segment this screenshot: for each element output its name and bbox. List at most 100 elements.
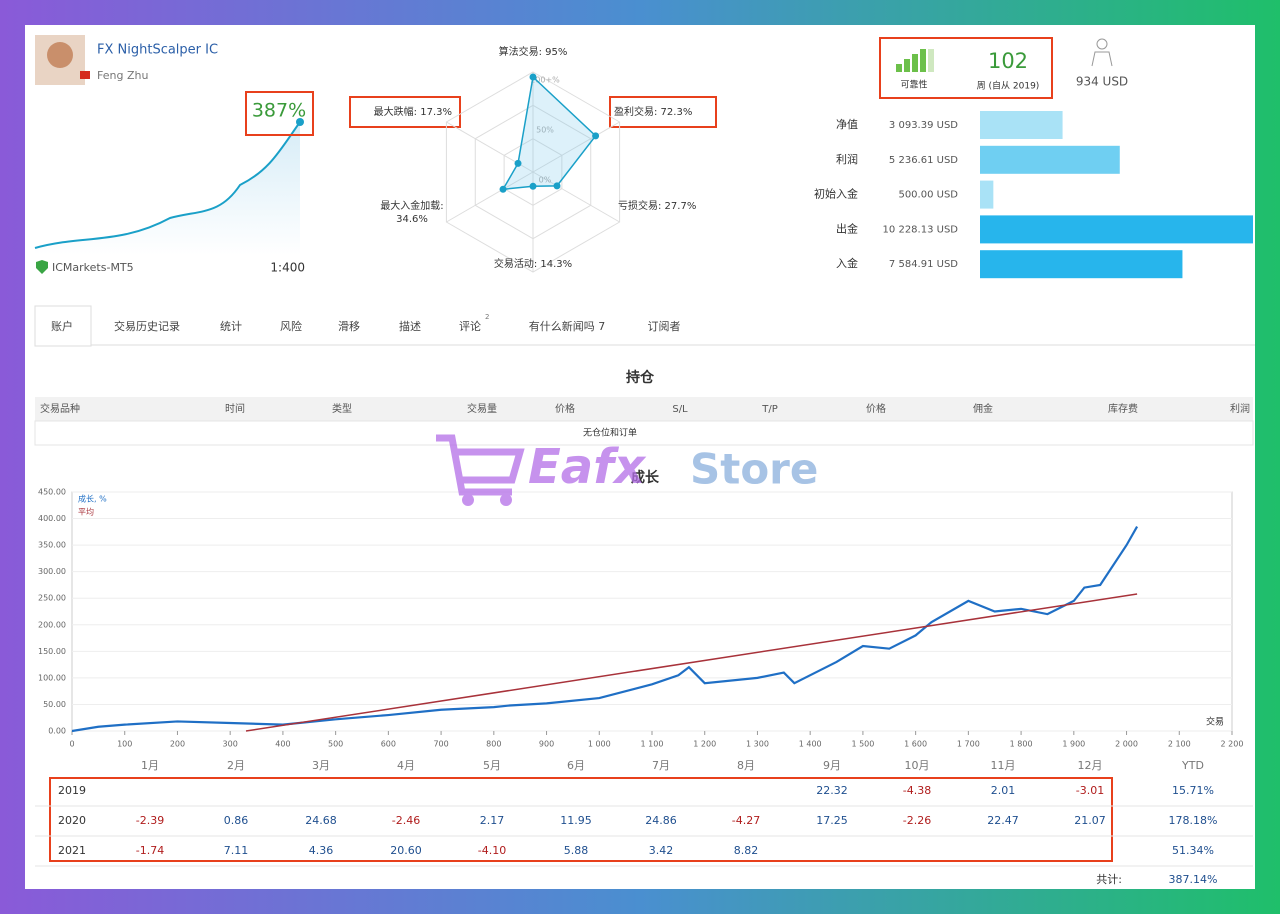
- table-header: 库存费: [1108, 402, 1138, 415]
- x-tick-label: 1 500: [851, 740, 874, 749]
- x-tick-label: 1 000: [588, 740, 611, 749]
- tab[interactable]: 订阅者: [648, 320, 681, 333]
- table-header: 佣金: [973, 402, 993, 415]
- ytd: 51.34%: [1172, 844, 1214, 857]
- table-header: 交易量: [467, 402, 497, 415]
- y-tick-label: 350.00: [38, 541, 66, 550]
- shield-icon: [36, 260, 48, 274]
- tab[interactable]: 统计: [220, 320, 242, 333]
- monthly-value: 17.25: [816, 814, 848, 827]
- highlight-box: [349, 96, 461, 128]
- flag: [80, 71, 90, 79]
- monthly-value: 3.42: [649, 844, 674, 857]
- table-header: 类型: [332, 402, 352, 415]
- radar-spoke: [532, 121, 620, 173]
- radar-label: 盈利交易: 72.3%: [614, 105, 692, 118]
- x-tick-label: 200: [170, 740, 185, 749]
- highlight-box: [609, 96, 717, 128]
- balance-bar: [980, 111, 1063, 139]
- balance-name: 出金: [836, 221, 858, 235]
- tab[interactable]: 有什么新闻吗 7: [529, 319, 606, 333]
- radar-tick-label: 100+%: [530, 76, 560, 85]
- monthly-value: 20.60: [390, 844, 422, 857]
- tab[interactable]: 风险: [280, 319, 302, 333]
- signal-bar-icon: [896, 64, 902, 72]
- x-tick-label: 1 600: [904, 740, 927, 749]
- monthly-value: -3.01: [1076, 784, 1104, 797]
- balance-bar: [980, 145, 1120, 174]
- broker[interactable]: ICMarkets-MT5: [52, 261, 134, 274]
- radar-point: [529, 73, 537, 81]
- tab[interactable]: 交易历史记录: [114, 319, 180, 333]
- balance-value: 7 584.91 USD: [889, 259, 958, 270]
- monthly-value: 22.32: [816, 784, 848, 797]
- monthly-value: 21.07: [1074, 814, 1106, 827]
- month-header: 9月: [823, 759, 841, 772]
- monthly-value: 7.11: [224, 844, 249, 857]
- author[interactable]: Feng Zhu: [97, 69, 148, 82]
- x-tick-label: 0: [69, 740, 74, 749]
- year: 2021: [58, 844, 86, 857]
- monthly-value: 11.95: [560, 814, 592, 827]
- y-tick-label: 300.00: [38, 567, 66, 576]
- signal-bar-icon: [904, 59, 910, 72]
- signal-name[interactable]: FX NightScalper IC: [97, 43, 218, 58]
- x-tick-label: 300: [223, 740, 238, 749]
- x-tick-label: 1 700: [957, 740, 980, 749]
- x-tick-label: 100: [117, 740, 132, 749]
- tab[interactable]: 评论: [459, 319, 481, 333]
- subscribers-icon: [1091, 51, 1113, 67]
- subscribers-icon: [1096, 38, 1108, 50]
- month-header: 10月: [905, 759, 930, 772]
- tab[interactable]: 滑移: [338, 320, 360, 333]
- x-tick-label: 2 000: [1115, 740, 1138, 749]
- monthly-value: 0.86: [224, 814, 249, 827]
- balance-name: 入金: [836, 256, 858, 270]
- x-tick-label: 1 200: [693, 740, 716, 749]
- y-tick-label: 100.00: [38, 673, 66, 682]
- x-tick-label: 800: [486, 740, 501, 749]
- table-header: 时间: [225, 402, 245, 415]
- tab[interactable]: 描述: [399, 319, 421, 333]
- radar-label: 最大入金加载:: [380, 199, 443, 212]
- year: 2019: [58, 784, 86, 797]
- chart-title: 成长: [631, 469, 660, 486]
- radar-point: [592, 132, 600, 140]
- total: 387.14%: [1169, 873, 1218, 886]
- cart-wheel: [462, 494, 474, 506]
- monthly-value: 2.01: [991, 784, 1016, 797]
- month-header: 4月: [397, 759, 415, 772]
- avatar-face: [47, 42, 73, 68]
- series-line: [245, 593, 1138, 732]
- month-header: 7月: [652, 759, 670, 772]
- table-empty-row: [34, 420, 1254, 446]
- legend-entry: 平均: [78, 507, 94, 517]
- month-header: 8月: [737, 759, 755, 772]
- x-tick-label: 1 100: [641, 740, 664, 749]
- sparkline: [34, 121, 301, 249]
- x-tick-label: 500: [328, 740, 343, 749]
- positions-title: 持仓: [626, 369, 655, 386]
- monthly-value: -2.46: [392, 814, 420, 827]
- table-header: 价格: [555, 402, 575, 415]
- monthly-value: -2.26: [903, 814, 931, 827]
- monthly-value: 24.68: [305, 814, 337, 827]
- monthly-value: 8.82: [734, 844, 759, 857]
- total-label: 共计:: [1096, 873, 1122, 886]
- leverage: 1:400: [270, 261, 305, 275]
- month-header: 12月: [1078, 759, 1103, 772]
- y-tick-label: 200.00: [38, 620, 66, 629]
- table-header: 价格: [866, 402, 886, 415]
- watermark: Eafx Store: [436, 434, 818, 506]
- monthly-value: 2.17: [480, 814, 505, 827]
- table-header-bg: [35, 397, 1253, 421]
- y-tick-label: 150.00: [38, 647, 66, 656]
- radar-spoke: [532, 171, 620, 223]
- month-header: 2月: [227, 759, 245, 772]
- signal-bar-icon: [928, 49, 934, 72]
- monthly-value: -4.38: [903, 784, 931, 797]
- sparkline-area: [35, 122, 300, 255]
- x-tick-label: 1 800: [1010, 740, 1033, 749]
- tab[interactable]: 账户: [51, 319, 73, 333]
